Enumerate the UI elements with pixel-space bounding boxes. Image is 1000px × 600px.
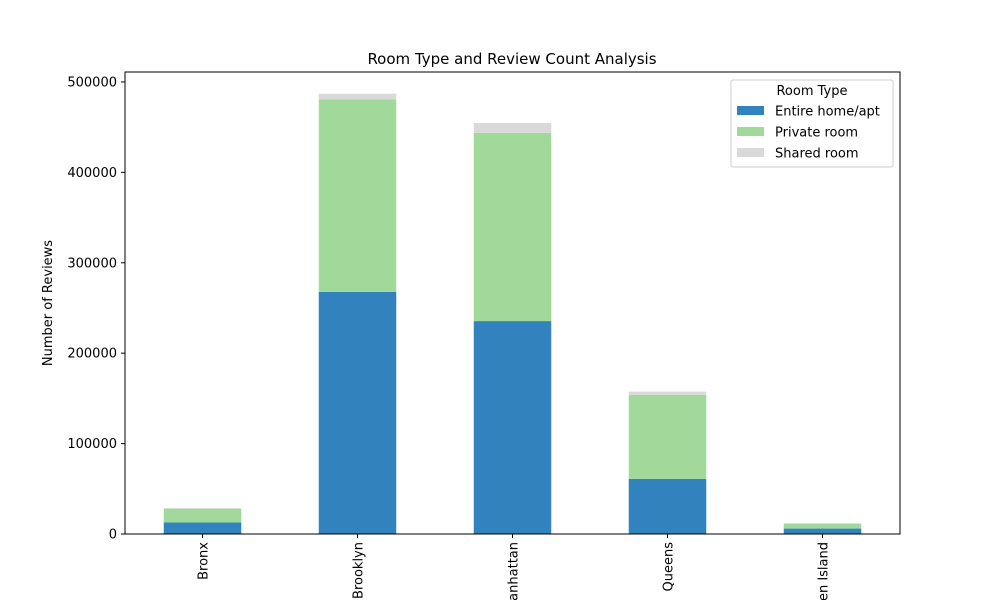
y-tick-label: 500000 xyxy=(67,75,117,90)
legend-title: Room Type xyxy=(776,84,847,99)
legend-swatch-entire-home-apt xyxy=(737,106,764,115)
bar-segment-shared-room-bronx xyxy=(163,508,242,509)
bar-segment-entire-home-apt-staten-island xyxy=(783,528,862,534)
legend: Room Type Entire home/apt Private room Sha… xyxy=(730,79,894,168)
bar-segment-shared-room-queens xyxy=(628,391,707,395)
y-tick-label: 100000 xyxy=(67,437,117,452)
legend-swatch-shared-room xyxy=(737,148,764,157)
bar-segment-shared-room-manhattan xyxy=(473,123,552,133)
bar-segment-entire-home-apt-queens xyxy=(628,478,707,534)
legend-label: Private room xyxy=(775,126,858,141)
bar-segment-private-room-brooklyn xyxy=(318,99,397,292)
x-tick-label: Queens xyxy=(662,542,677,592)
bar-segment-shared-room-brooklyn xyxy=(318,93,397,100)
y-tick-label: 200000 xyxy=(67,347,117,362)
bar-segment-private-room-manhattan xyxy=(473,132,552,322)
y-tick-label: 400000 xyxy=(67,166,117,181)
y-tick-label: 0 xyxy=(109,528,117,543)
legend-box xyxy=(730,79,894,168)
legend-label: Entire home/apt xyxy=(775,105,880,120)
legend-label: Shared room xyxy=(775,147,859,162)
legend-swatch-private-room xyxy=(737,127,764,136)
x-tick-label: Manhattan xyxy=(507,542,522,600)
y-tick-label: 300000 xyxy=(67,256,117,271)
y-axis: 0 100000 200000 300000 400000 500000 xyxy=(67,75,125,543)
bar-segment-private-room-staten-island xyxy=(783,523,862,529)
x-tick-label: Brooklyn xyxy=(352,542,367,599)
bar-segment-private-room-queens xyxy=(628,394,707,479)
bars-layer xyxy=(163,93,862,534)
y-axis-label: Number of Reviews xyxy=(41,240,56,366)
x-axis: Bronx Brooklyn Manhattan Queens Staten Islan… xyxy=(197,534,832,600)
bar-segment-entire-home-apt-manhattan xyxy=(473,321,552,534)
bar-segment-entire-home-apt-bronx xyxy=(163,522,242,534)
chart-title: Room Type and Review Count Analysis xyxy=(367,50,656,68)
x-tick-label: Staten Island xyxy=(817,542,832,600)
bar-segment-entire-home-apt-brooklyn xyxy=(318,291,397,534)
bar-segment-private-room-bronx xyxy=(163,508,242,523)
x-tick-label: Bronx xyxy=(197,542,212,580)
